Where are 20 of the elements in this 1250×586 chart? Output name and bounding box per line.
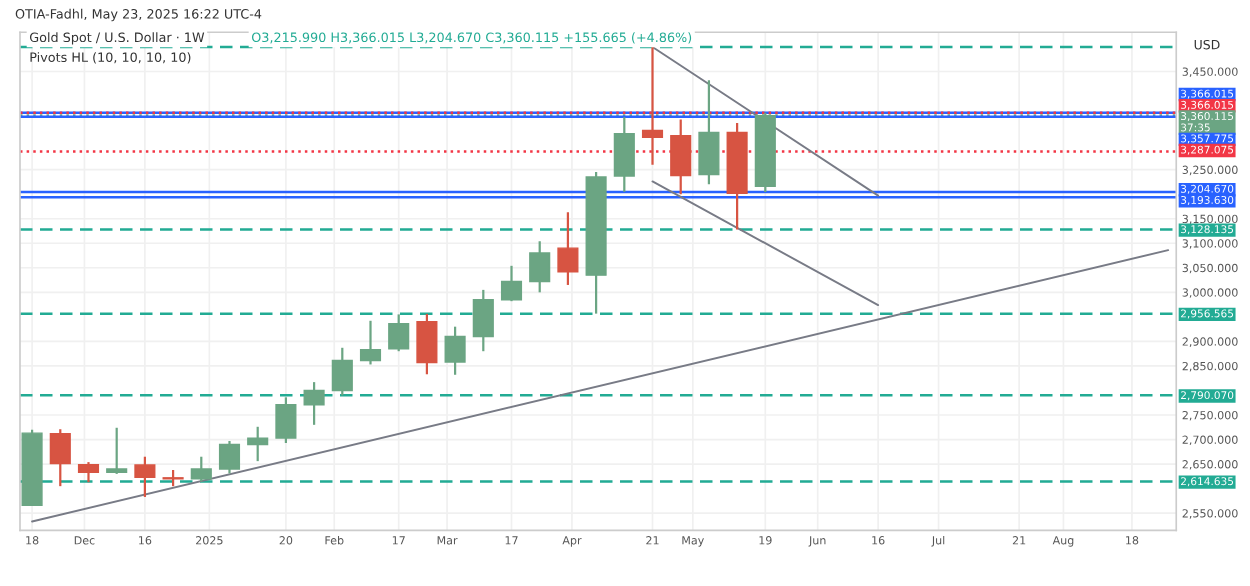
- candlestick: [444, 325, 466, 376]
- candlestick: [416, 312, 438, 376]
- candlestick: [303, 381, 325, 426]
- candlestick: [275, 396, 297, 445]
- candlestick: [331, 346, 353, 397]
- candlestick: [557, 211, 579, 287]
- candlestick: [134, 455, 156, 499]
- candlestick: [670, 118, 692, 196]
- candlestick: [77, 461, 100, 484]
- candlestick: [388, 313, 410, 353]
- candlestick: [359, 319, 382, 366]
- candlestick: [49, 428, 71, 488]
- candlestick: [247, 425, 269, 463]
- candlestick: [641, 45, 664, 166]
- candlestick: [190, 455, 212, 483]
- candlestick: [106, 426, 128, 476]
- candlestick: [218, 439, 241, 475]
- candlestick: [472, 288, 494, 353]
- candlestick: [500, 264, 523, 303]
- candlestick: [529, 240, 551, 294]
